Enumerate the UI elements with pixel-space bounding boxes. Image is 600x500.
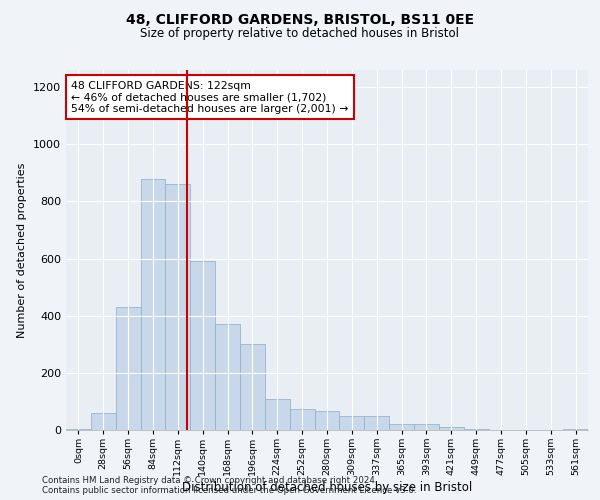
Bar <box>364 416 389 430</box>
Text: Contains public sector information licensed under the Open Government Licence v3: Contains public sector information licen… <box>42 486 416 495</box>
Bar <box>414 424 439 430</box>
Bar <box>166 184 190 430</box>
Bar <box>290 408 314 430</box>
Text: Contains HM Land Registry data © Crown copyright and database right 2024.: Contains HM Land Registry data © Crown c… <box>42 476 377 485</box>
Bar <box>265 398 290 430</box>
Bar <box>215 324 240 430</box>
Text: 48, CLIFFORD GARDENS, BRISTOL, BS11 0EE: 48, CLIFFORD GARDENS, BRISTOL, BS11 0EE <box>126 12 474 26</box>
Bar <box>563 428 588 430</box>
Text: 48 CLIFFORD GARDENS: 122sqm
← 46% of detached houses are smaller (1,702)
54% of : 48 CLIFFORD GARDENS: 122sqm ← 46% of det… <box>71 81 349 114</box>
Bar <box>66 429 91 430</box>
Bar <box>439 427 464 430</box>
X-axis label: Distribution of detached houses by size in Bristol: Distribution of detached houses by size … <box>182 481 472 494</box>
Bar <box>140 178 166 430</box>
Bar <box>389 424 414 430</box>
Bar <box>464 428 488 430</box>
Bar <box>91 413 116 430</box>
Y-axis label: Number of detached properties: Number of detached properties <box>17 162 28 338</box>
Text: Size of property relative to detached houses in Bristol: Size of property relative to detached ho… <box>140 28 460 40</box>
Bar <box>190 262 215 430</box>
Bar <box>116 307 140 430</box>
Bar <box>314 412 340 430</box>
Bar <box>340 416 364 430</box>
Bar <box>240 344 265 430</box>
